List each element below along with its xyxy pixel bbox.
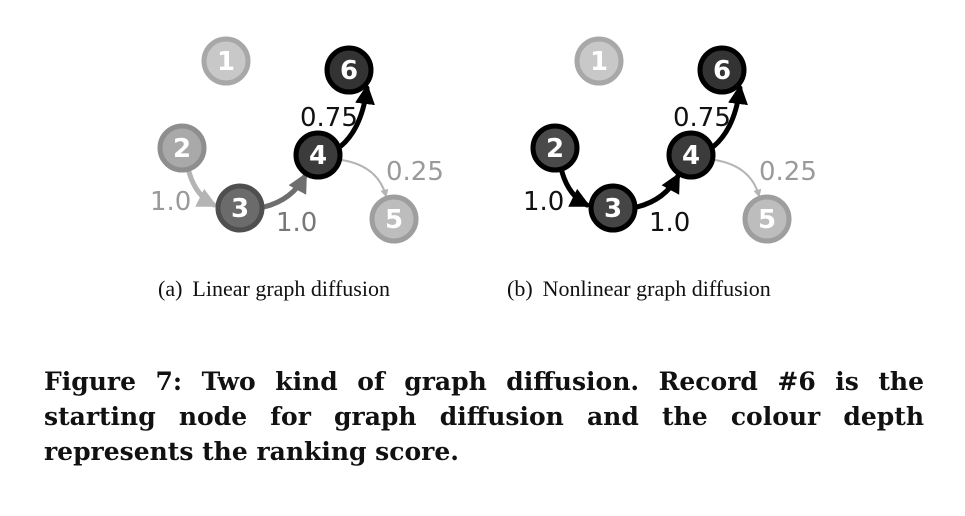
figure-caption: Figure 7: Two kind of graph diffusion. R… <box>44 367 924 466</box>
node-4: 4 <box>293 130 343 180</box>
node-label: 1 <box>590 47 608 77</box>
edge-weight-label: 0.75 <box>673 103 731 133</box>
edge-weight-label: 1.0 <box>276 208 317 238</box>
node-1: 1 <box>201 36 251 86</box>
node-1: 1 <box>574 36 624 86</box>
edge-4-5 <box>341 159 389 198</box>
node-circle <box>588 183 638 233</box>
node-circle <box>157 123 207 173</box>
edge-2-3 <box>559 169 591 208</box>
node-circle <box>697 45 747 95</box>
panel-nonlinear-diffusion: 1 2 3 4 5 6 0.75 0.25 1.0 1.0 <box>523 36 817 244</box>
node-5: 5 <box>742 194 792 244</box>
node-label: 4 <box>309 141 327 171</box>
subcaption-a-title: Linear graph diffusion <box>192 276 390 301</box>
node-circle <box>369 194 419 244</box>
node-circle <box>574 36 624 86</box>
node-label: 3 <box>604 194 622 224</box>
edge-weight-label: 0.25 <box>386 157 444 187</box>
edge-4-6 <box>711 84 748 149</box>
edge-weight-label: 1.0 <box>523 187 564 217</box>
node-label: 5 <box>385 205 403 235</box>
node-5: 5 <box>369 194 419 244</box>
node-circle <box>530 123 580 173</box>
node-label: 5 <box>758 205 776 235</box>
node-3: 3 <box>588 183 638 233</box>
node-2: 2 <box>530 123 580 173</box>
edge-weight-label: 1.0 <box>649 208 690 238</box>
node-circle <box>215 183 265 233</box>
node-label: 2 <box>173 134 191 164</box>
edge-4-6 <box>338 84 375 149</box>
edge-2-3 <box>186 169 218 208</box>
edge-3-4 <box>634 172 681 210</box>
node-label: 6 <box>340 56 358 86</box>
edge-weight-label: 0.75 <box>300 103 358 133</box>
subcaption-a: (a) Linear graph diffusion <box>158 276 390 302</box>
edge-weight-label: 0.25 <box>759 157 817 187</box>
panel-linear-diffusion: 1 2 3 4 5 6 0.75 0.25 1.0 1.0 <box>150 36 444 244</box>
edge-weight-label: 1.0 <box>150 187 191 217</box>
node-circle <box>201 36 251 86</box>
node-label: 6 <box>713 56 731 86</box>
node-circle <box>742 194 792 244</box>
subcaption-b-title: Nonlinear graph diffusion <box>542 276 771 301</box>
figure-diagrams: 1 2 3 4 5 6 0.75 0.25 1.0 1.0 1 2 3 4 5 6 0.75 0.25 1.0 1.… <box>150 36 817 244</box>
node-label: 1 <box>217 47 235 77</box>
node-circle <box>666 130 716 180</box>
node-label: 4 <box>682 141 700 171</box>
subcaption-a-tag: (a) <box>158 276 183 301</box>
node-3: 3 <box>215 183 265 233</box>
node-4: 4 <box>666 130 716 180</box>
edge-4-5 <box>714 159 762 198</box>
node-6: 6 <box>324 45 374 95</box>
node-circle <box>324 45 374 95</box>
node-label: 2 <box>546 134 564 164</box>
edge-3-4 <box>261 172 308 210</box>
node-2: 2 <box>157 123 207 173</box>
node-circle <box>293 130 343 180</box>
subcaption-b-tag: (b) <box>507 276 533 301</box>
node-label: 3 <box>231 194 249 224</box>
node-6: 6 <box>697 45 747 95</box>
subcaption-b: (b) Nonlinear graph diffusion <box>507 276 771 302</box>
